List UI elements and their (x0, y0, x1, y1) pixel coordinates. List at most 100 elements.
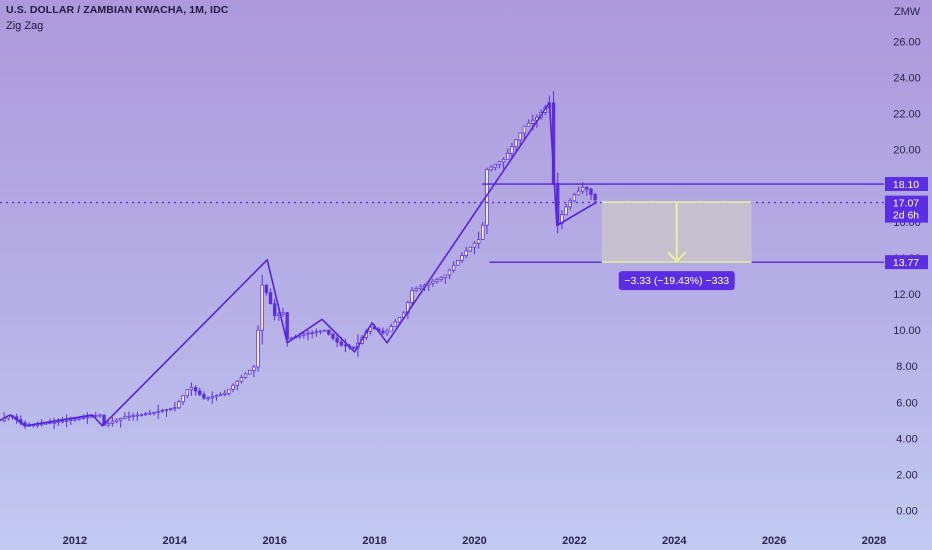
candle-body (193, 387, 198, 392)
candle-body (185, 389, 189, 397)
candle-body (177, 401, 181, 409)
y-tick-label: 20.00 (893, 145, 921, 157)
candle-body (393, 321, 398, 327)
candle-body (243, 373, 248, 378)
candle-body (260, 284, 264, 331)
candle-body (318, 330, 323, 333)
candle-body (339, 341, 343, 346)
candle-body (227, 388, 231, 394)
symbol-title[interactable]: U.S. DOLLAR / ZAMBIAN KWACHA, 1M, IDC (6, 4, 229, 16)
candle-body (439, 277, 443, 280)
candle-body (73, 418, 77, 421)
measure-tool[interactable]: −3.33 (−19.43%) −333 (601, 201, 752, 291)
candle-body (235, 380, 239, 386)
candle-body (522, 125, 527, 134)
candle-body (139, 413, 144, 416)
candle-body (231, 384, 235, 390)
candle-body (135, 414, 140, 417)
candle-body (218, 394, 223, 396)
candle-body (264, 284, 269, 293)
candle-body (443, 274, 448, 278)
x-tick-label: 2028 (862, 535, 886, 547)
candle-body (81, 417, 85, 420)
candle-body (472, 242, 477, 248)
candle-body (518, 132, 522, 141)
candle-body (322, 329, 327, 332)
x-tick-label: 2014 (163, 535, 188, 547)
target-price-tag: 13.77 (893, 257, 919, 269)
candle-body (331, 333, 335, 339)
resistance-price-tag-box (885, 177, 928, 192)
time-axis[interactable]: 2012 2014 2016 2018 2020 2022 2024 2026 2028 (63, 535, 887, 547)
candle-body (143, 413, 148, 416)
candle-body (589, 188, 593, 195)
candle-body (181, 395, 185, 403)
candle-body (210, 396, 214, 399)
candle-body (189, 387, 194, 391)
candle-body (560, 214, 564, 225)
candle-body (252, 366, 256, 371)
candle-body (314, 331, 319, 334)
candle-body (306, 332, 310, 335)
candle-body (302, 333, 306, 336)
candle-body (385, 330, 389, 334)
indicator-label[interactable]: Zig Zag (6, 20, 44, 32)
candle-body (456, 259, 460, 266)
candle-body (335, 337, 339, 343)
candle-body (310, 332, 314, 334)
x-tick-label: 2020 (462, 535, 486, 547)
candle-body (285, 312, 289, 340)
candle-body (593, 194, 597, 201)
candle-body (89, 415, 94, 418)
candle-body (118, 418, 123, 421)
measure-label-box (618, 271, 735, 291)
candle-body (152, 411, 156, 414)
candle-body (506, 152, 510, 160)
candle-body (431, 280, 435, 284)
x-tick-label: 2018 (362, 535, 386, 547)
y-tick-label: 26.00 (893, 36, 921, 48)
candle-body (381, 330, 385, 334)
candle-body (489, 166, 493, 170)
candle-body (85, 416, 90, 419)
candle-body (510, 146, 514, 154)
candle-body (451, 264, 456, 271)
candle-body (202, 394, 206, 399)
candle-body (572, 194, 577, 202)
candles (2, 90, 597, 429)
candle-body (464, 250, 468, 256)
candle-body (281, 312, 285, 315)
candle-body (410, 290, 414, 303)
candle-body (414, 288, 418, 291)
candle-body (98, 414, 102, 417)
y-tick-label: 10.00 (893, 325, 921, 337)
candle-body (123, 416, 127, 419)
candle-body (106, 423, 110, 426)
candle-body (148, 412, 152, 415)
candle-body (580, 186, 585, 192)
y-tick-label: 24.00 (893, 73, 921, 85)
candle-body (576, 190, 581, 196)
candle-body (110, 421, 115, 424)
x-tick-label: 2022 (562, 535, 586, 547)
candle-body (60, 420, 65, 423)
candle-body (131, 415, 135, 417)
x-tick-label: 2016 (262, 535, 286, 547)
price-axis[interactable]: 0.002.004.006.008.0010.0012.0014.0016.00… (885, 6, 928, 518)
x-tick-label: 2012 (63, 535, 87, 547)
candle-body (256, 329, 260, 368)
candle-body (272, 303, 277, 317)
candle-body (435, 279, 439, 282)
target-price-tag-box (885, 255, 928, 270)
candle-body (52, 421, 56, 424)
candle-body (497, 161, 502, 165)
candle-body (69, 419, 73, 422)
zigzag-layer (0, 102, 598, 427)
candle-body (64, 419, 69, 422)
candle-body (343, 344, 348, 347)
x-tick-label: 2026 (762, 535, 786, 547)
y-tick-label: 2.00 (896, 469, 917, 481)
candle-body (48, 422, 52, 425)
